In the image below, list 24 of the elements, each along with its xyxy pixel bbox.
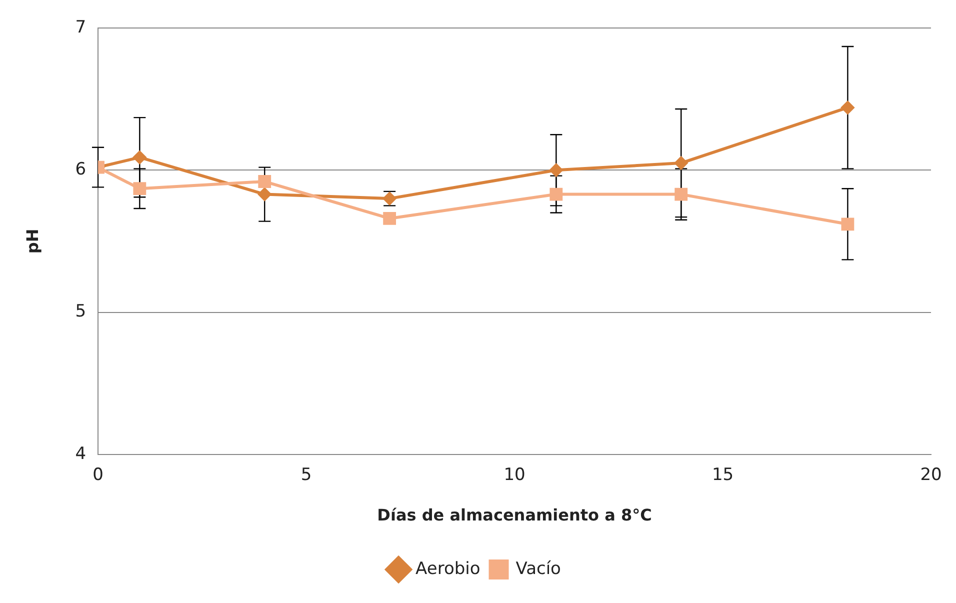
x-axis-title: Días de almacenamiento a 8°C — [377, 506, 652, 525]
y-tick-label: 4 — [75, 444, 86, 464]
point — [674, 188, 688, 201]
point — [133, 182, 146, 196]
point — [550, 188, 563, 201]
point — [133, 150, 146, 164]
point — [550, 164, 563, 177]
point — [258, 175, 272, 188]
x-tick-label: 0 — [92, 465, 104, 486]
x-tick-label: 10 — [504, 465, 526, 486]
point — [383, 212, 396, 225]
x-tick-label: 5 — [300, 465, 312, 486]
x-tick-label: 20 — [920, 465, 942, 486]
y-tick-label: 7 — [75, 17, 86, 38]
point — [841, 218, 854, 231]
point — [674, 156, 688, 170]
legend-label: Vacío — [516, 558, 561, 579]
legend-label: Aerobio — [416, 558, 480, 579]
y-tick-label: 5 — [75, 302, 86, 322]
point — [841, 101, 854, 114]
point — [258, 188, 272, 201]
y-axis-title: pH — [22, 228, 42, 254]
x-tick-label: 15 — [712, 465, 734, 486]
y-tick-label: 6 — [75, 160, 86, 180]
